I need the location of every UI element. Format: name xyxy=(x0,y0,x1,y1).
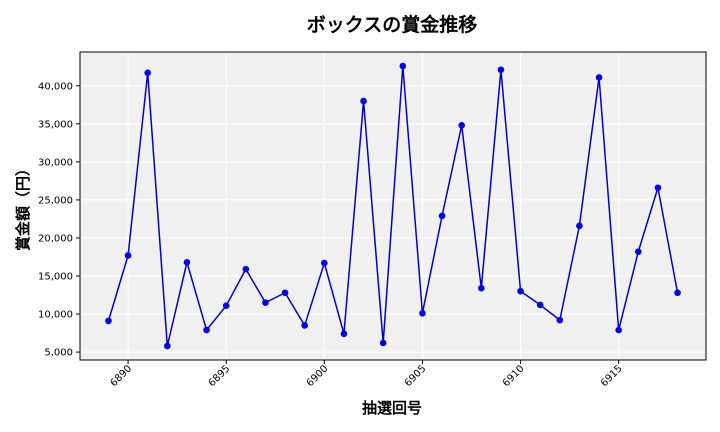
data-point xyxy=(301,322,308,329)
data-point xyxy=(615,326,622,334)
y-tick-label: 40,000 xyxy=(38,81,73,92)
data-point xyxy=(340,330,348,338)
series-line xyxy=(107,65,679,347)
data-point xyxy=(536,301,544,309)
x-tick-label: 6910 xyxy=(501,363,527,389)
data-point xyxy=(183,259,191,266)
series-layer xyxy=(105,62,681,350)
x-tick-label: 6905 xyxy=(403,363,429,389)
x-tick-label: 6890 xyxy=(108,363,134,389)
data-point xyxy=(438,212,446,220)
data-point xyxy=(517,287,524,295)
data-point xyxy=(262,299,269,306)
data-point xyxy=(654,184,662,192)
data-point xyxy=(105,317,112,325)
data-point xyxy=(576,222,583,230)
plot-frame xyxy=(79,51,707,361)
x-tick-label: 6900 xyxy=(305,363,331,389)
data-point xyxy=(595,74,603,81)
y-tick-label: 10,000 xyxy=(38,310,73,321)
data-point xyxy=(144,69,152,77)
x-axis-label: 抽選回号 xyxy=(362,399,422,417)
data-point xyxy=(458,122,465,129)
data-point xyxy=(419,309,426,317)
y-tick-label: 15,000 xyxy=(38,272,73,283)
data-point xyxy=(222,302,230,309)
y-tick-label: 5,000 xyxy=(44,348,73,359)
x-tick-label: 6915 xyxy=(599,363,625,389)
data-point xyxy=(399,62,407,70)
y-tick-label: 30,000 xyxy=(38,157,73,168)
data-point xyxy=(203,326,210,334)
data-point xyxy=(478,284,485,292)
data-point xyxy=(164,342,171,350)
data-point xyxy=(321,259,328,267)
y-tick-label: 25,000 xyxy=(38,195,73,206)
data-point xyxy=(674,289,681,297)
x-tick-label: 6895 xyxy=(207,363,233,389)
data-point xyxy=(281,289,289,297)
data-point xyxy=(124,252,132,259)
data-point xyxy=(242,265,250,273)
chart-title: ボックスの賞金推移 xyxy=(307,13,477,36)
data-point xyxy=(556,316,564,324)
data-point xyxy=(497,66,505,74)
y-axis-label: 賞金額（円） xyxy=(14,161,32,251)
y-tick-label: 35,000 xyxy=(38,119,73,130)
data-point xyxy=(360,97,367,105)
y-tick-label: 20,000 xyxy=(38,233,73,244)
data-point xyxy=(634,248,642,255)
data-point xyxy=(379,339,387,347)
